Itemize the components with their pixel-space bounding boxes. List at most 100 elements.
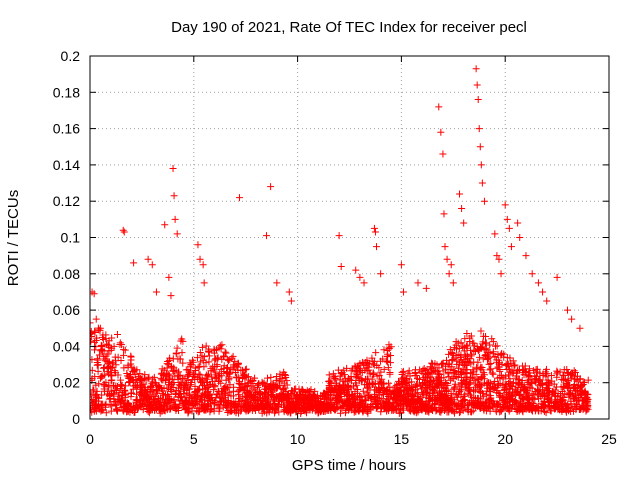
data-point	[528, 394, 536, 402]
data-point	[197, 400, 205, 408]
data-point	[359, 387, 367, 395]
data-point	[473, 81, 481, 89]
data-point	[515, 391, 523, 399]
data-point	[477, 373, 485, 381]
data-point	[102, 335, 110, 343]
data-point	[384, 364, 392, 372]
data-point	[173, 230, 181, 238]
data-point	[170, 367, 178, 375]
data-point	[160, 402, 168, 410]
data-point	[487, 379, 495, 387]
data-point	[152, 288, 160, 296]
data-point	[176, 355, 184, 363]
data-point	[221, 348, 229, 356]
data-point	[158, 376, 166, 384]
data-point	[224, 355, 232, 363]
data-point	[331, 374, 339, 382]
data-point	[127, 353, 135, 361]
data-point	[165, 273, 173, 281]
data-point	[274, 403, 282, 411]
data-point	[123, 369, 131, 377]
data-point	[334, 392, 342, 400]
data-point	[178, 393, 186, 401]
data-point	[583, 393, 591, 401]
data-point	[470, 358, 478, 366]
data-point	[333, 400, 341, 408]
data-point	[496, 367, 504, 375]
data-point	[440, 210, 448, 218]
data-point	[418, 401, 426, 409]
data-point	[475, 125, 483, 133]
data-point	[480, 392, 488, 400]
data-point	[474, 375, 482, 383]
data-point	[104, 387, 112, 395]
data-point	[210, 366, 218, 374]
data-point	[388, 403, 396, 411]
data-point	[562, 406, 570, 414]
data-point	[102, 352, 110, 360]
data-point	[118, 381, 126, 389]
data-point	[377, 368, 385, 376]
data-point	[234, 359, 242, 367]
data-point	[161, 405, 169, 413]
data-point	[476, 143, 484, 151]
data-point	[451, 368, 459, 376]
data-point	[542, 365, 550, 373]
data-point	[444, 361, 452, 369]
data-point	[97, 401, 105, 409]
data-point	[231, 368, 239, 376]
data-point	[260, 385, 268, 393]
data-point	[486, 341, 494, 349]
data-point	[404, 385, 412, 393]
data-point	[524, 396, 532, 404]
data-point	[417, 405, 425, 413]
data-point	[373, 372, 381, 380]
data-point	[103, 340, 111, 348]
data-point	[95, 351, 103, 359]
data-point	[553, 398, 561, 406]
data-point	[90, 356, 96, 364]
data-point	[564, 370, 572, 378]
data-point	[449, 279, 457, 287]
data-point	[407, 407, 415, 415]
data-point	[189, 372, 197, 380]
data-point	[441, 385, 449, 393]
data-point	[242, 365, 250, 373]
data-point	[408, 378, 416, 386]
data-point	[130, 259, 138, 267]
data-point	[561, 399, 569, 407]
data-point	[553, 367, 561, 375]
data-point	[565, 390, 573, 398]
data-point	[556, 368, 564, 376]
data-point	[428, 368, 436, 376]
data-point	[287, 297, 295, 305]
data-point	[196, 385, 204, 393]
data-point	[377, 357, 385, 365]
data-point	[217, 398, 225, 406]
data-point	[273, 279, 281, 287]
data-point	[352, 367, 360, 375]
data-point	[196, 348, 204, 356]
data-point	[331, 375, 339, 383]
data-point	[459, 377, 467, 385]
data-point	[470, 346, 478, 354]
data-point	[196, 255, 204, 263]
y-tick-label: 0.08	[53, 266, 80, 282]
data-point	[464, 408, 472, 416]
data-point	[491, 342, 499, 350]
data-point	[265, 390, 273, 398]
data-point	[452, 338, 460, 346]
data-point	[437, 128, 445, 136]
data-point	[426, 389, 434, 397]
data-point	[366, 386, 374, 394]
data-point	[137, 400, 145, 408]
data-point	[327, 406, 335, 414]
data-point	[422, 284, 430, 292]
data-point	[356, 273, 364, 281]
data-point	[234, 388, 242, 396]
data-point	[276, 381, 284, 389]
data-point	[90, 406, 95, 414]
data-point	[399, 404, 407, 412]
data-point	[465, 379, 473, 387]
data-point	[340, 366, 348, 374]
